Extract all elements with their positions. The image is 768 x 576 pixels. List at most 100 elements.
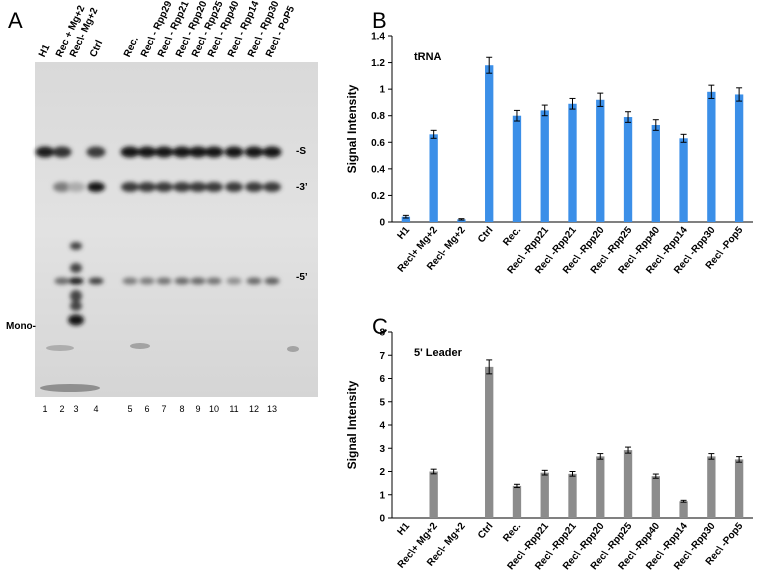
bar	[568, 103, 577, 222]
lane-number: 9	[195, 404, 201, 414]
gel-band-three-prime	[205, 182, 223, 192]
bar	[651, 125, 660, 222]
y-tick-label: 5	[379, 397, 385, 408]
bar	[734, 459, 744, 518]
band-label-3prime: -3’	[296, 182, 308, 193]
panel-letter-b: B	[372, 8, 387, 33]
x-tick-label: Ctrl	[476, 521, 496, 541]
bar	[707, 456, 716, 518]
lane-number: 1	[42, 404, 48, 414]
x-tick-label: H1	[396, 521, 413, 538]
gel-band-three-prime	[245, 182, 263, 192]
y-tick-label: 0.6	[371, 138, 385, 149]
gel-band-five-prime	[264, 277, 280, 285]
band-label-substrate: -S	[296, 146, 306, 157]
gel-band-smear	[70, 263, 82, 273]
band-label-5prime: -5’	[296, 272, 308, 283]
lane-number: 3	[73, 404, 79, 414]
chart-annotation: tRNA	[414, 51, 442, 63]
y-tick-label: 0	[379, 218, 385, 229]
y-tick-label: 0.2	[371, 191, 385, 202]
bar	[596, 456, 605, 518]
gel-band-three-prime	[138, 182, 156, 192]
lane-number: 10	[208, 404, 219, 414]
gel-band-five-prime	[54, 277, 70, 285]
panel-letter-a: A	[8, 8, 23, 33]
panel-letter-c: C	[372, 314, 388, 339]
gel-smudge	[40, 384, 100, 392]
y-tick-label: 0.8	[371, 111, 385, 122]
gel-band-substrate	[204, 146, 224, 158]
gel-band-three-prime	[225, 182, 243, 192]
gel-panel: H1 Rec + Mg+2 Rec\- Mg+2 Ctrl Rec. Rec\ - Rpp…	[0, 0, 330, 576]
x-tick-label: Rec.	[501, 521, 523, 544]
gel-band-three-prime	[263, 182, 281, 192]
lane-number: 5	[127, 404, 133, 414]
gel-band-substrate	[224, 146, 244, 158]
y-tick-label: 6	[379, 374, 385, 385]
bar	[679, 138, 688, 222]
lane-number: 4	[93, 404, 99, 414]
bar	[623, 117, 633, 222]
bar	[401, 216, 411, 222]
y-tick-label: 0	[379, 514, 385, 525]
bar	[707, 91, 716, 222]
bar	[596, 99, 605, 222]
gel-band-substrate	[52, 146, 72, 158]
y-tick-label: 1	[379, 490, 385, 501]
bar	[540, 472, 549, 518]
gel-band-smear	[70, 290, 82, 302]
bar	[623, 450, 633, 518]
x-tick-label: H1	[396, 225, 413, 242]
bar	[651, 476, 660, 518]
gel-band-mono	[68, 314, 84, 326]
gel-band-three-prime	[53, 182, 71, 192]
gel-band-substrate	[244, 146, 264, 158]
gel-band-five-prime	[68, 277, 84, 285]
bar	[540, 110, 549, 222]
gel-band-five-prime	[226, 277, 242, 285]
gel-band-substrate	[172, 146, 192, 158]
bar	[485, 366, 494, 518]
lane-number: 8	[179, 404, 185, 414]
y-axis-label: Signal Intensity	[345, 380, 359, 469]
gel-band-substrate	[154, 146, 174, 158]
gel-band-three-prime	[189, 182, 207, 192]
lane-number: 11	[229, 404, 239, 414]
y-tick-label: 1.4	[371, 32, 385, 43]
gel-band-five-prime	[246, 277, 262, 285]
y-tick-label: 3	[379, 444, 385, 455]
y-tick-label: 7	[379, 351, 385, 362]
bar	[457, 219, 466, 222]
band-label-mono: Mono-	[6, 321, 36, 332]
gel-band-five-prime	[206, 277, 222, 285]
gel-band-substrate	[86, 146, 106, 158]
gel-image	[35, 62, 318, 397]
bar	[568, 473, 577, 518]
bar	[679, 501, 688, 518]
lane-number: 2	[59, 404, 65, 414]
gel-smudge	[130, 343, 150, 349]
bar	[429, 471, 438, 518]
gel-band-substrate	[188, 146, 208, 158]
y-tick-label: 1	[379, 85, 385, 96]
lane-number: 6	[144, 404, 150, 414]
bar	[512, 115, 522, 222]
gel-band-five-prime	[190, 277, 206, 285]
gel-band-substrate	[35, 146, 55, 158]
gel-smudge	[287, 346, 299, 352]
gel-smudge	[46, 345, 74, 351]
chart-annotation: 5' Leader	[414, 347, 463, 359]
bar	[485, 65, 494, 222]
gel-band-five-prime	[174, 277, 190, 285]
chart-trna: 0 0.2 0.4 0.6 0.8 1 1.2 1.4 Signal Intensity tRNA…	[345, 32, 753, 276]
gel-band-substrate	[262, 146, 282, 158]
gel-band-three-prime	[155, 182, 173, 192]
gel-background	[35, 62, 318, 397]
bar	[512, 485, 522, 518]
gel-band-substrate	[120, 146, 140, 158]
lane-number: 13	[266, 404, 277, 414]
lane-number: 7	[161, 404, 167, 414]
gel-band-smear	[70, 301, 82, 311]
